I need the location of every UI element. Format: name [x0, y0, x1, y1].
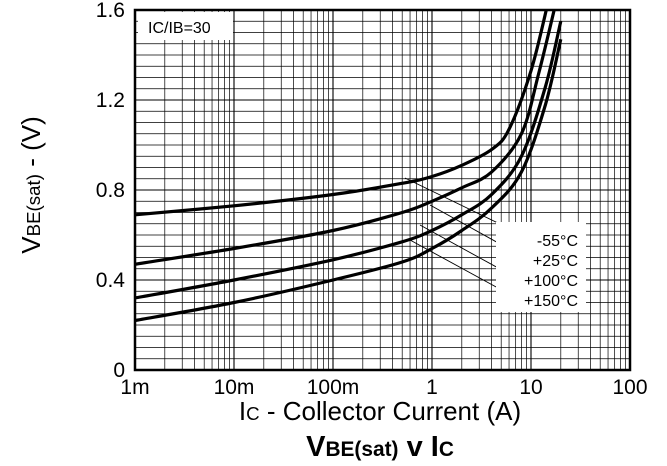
y-tick-label: 1.6	[96, 0, 125, 22]
legend-label-0: -55°C	[537, 233, 578, 250]
legend-label-1: +25°C	[533, 253, 578, 270]
series-line-0	[135, 10, 548, 217]
x-tick-label: 10m	[214, 376, 255, 399]
legend-label-2: +100°C	[524, 273, 578, 290]
y-tick-label: 0	[113, 359, 125, 382]
x-tick-label: 10	[519, 376, 542, 399]
x-tick-labels: 1m 10m 100m 1 10 100	[120, 376, 647, 399]
plot-frame	[133, 8, 632, 372]
chart-title: VBE(sat) v IC	[306, 431, 454, 463]
x-tick-label: 1m	[120, 376, 149, 399]
series-line-1	[135, 10, 556, 266]
condition-label-box: IC/IB=30	[138, 12, 233, 40]
x-axis-label: IC - Collector Current (A)	[239, 396, 521, 426]
legend: -55°C +25°C +100°C +150°C	[496, 222, 586, 312]
legend-label-3: +150°C	[524, 293, 578, 310]
series-curves	[135, 10, 563, 323]
y-tick-label: 0.8	[96, 179, 125, 202]
y-tick-labels: 0 0.4 0.8 1.2 1.6	[96, 0, 126, 382]
condition-label: IC/IB=30	[148, 20, 211, 37]
y-axis-label: VBE(sat) - (V)	[16, 116, 46, 253]
x-tick-label: 100m	[307, 376, 360, 399]
y-tick-label: 0.4	[96, 269, 126, 292]
x-tick-label: 100	[612, 376, 647, 399]
series-line-2	[135, 20, 563, 300]
y-tick-label: 1.2	[96, 89, 125, 112]
x-tick-label: 1	[426, 376, 438, 399]
series-line-3	[135, 38, 563, 323]
